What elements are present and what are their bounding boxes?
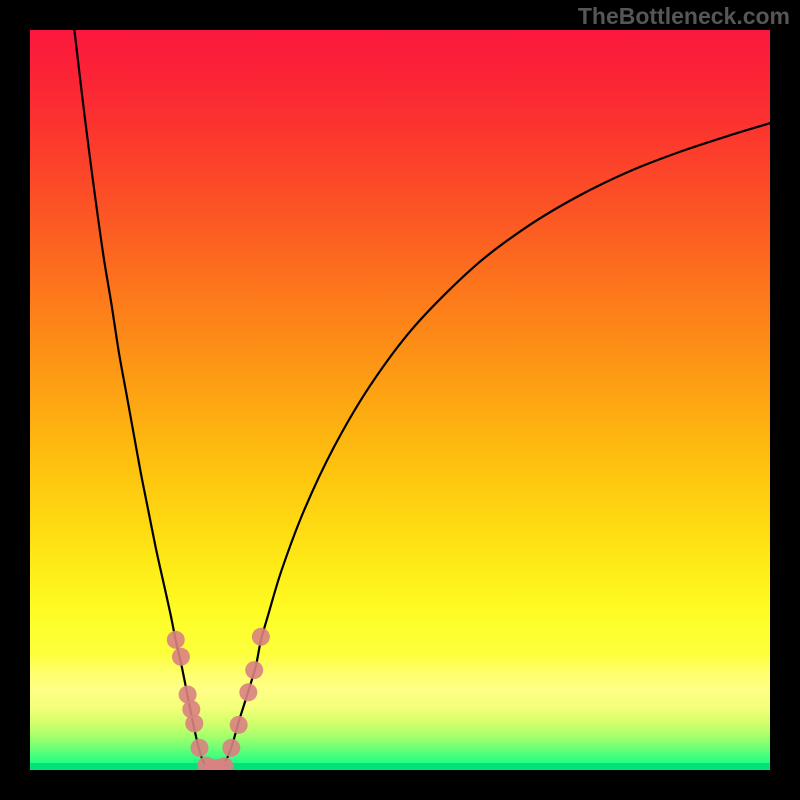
chart-container: TheBottleneck.com <box>0 0 800 800</box>
chart-border-right <box>770 0 800 800</box>
data-marker <box>239 683 257 701</box>
watermark-text: TheBottleneck.com <box>578 3 790 30</box>
chart-border-left <box>0 0 30 800</box>
data-marker <box>222 739 240 757</box>
data-marker <box>185 714 203 732</box>
data-marker <box>167 631 185 649</box>
chart-border-bottom <box>0 770 800 800</box>
data-marker <box>252 628 270 646</box>
data-marker <box>190 739 208 757</box>
bottom-green-band <box>30 763 770 770</box>
data-marker <box>230 716 248 734</box>
plot-area <box>30 30 770 770</box>
gradient-background <box>30 30 770 770</box>
data-marker <box>172 648 190 666</box>
data-marker <box>245 661 263 679</box>
